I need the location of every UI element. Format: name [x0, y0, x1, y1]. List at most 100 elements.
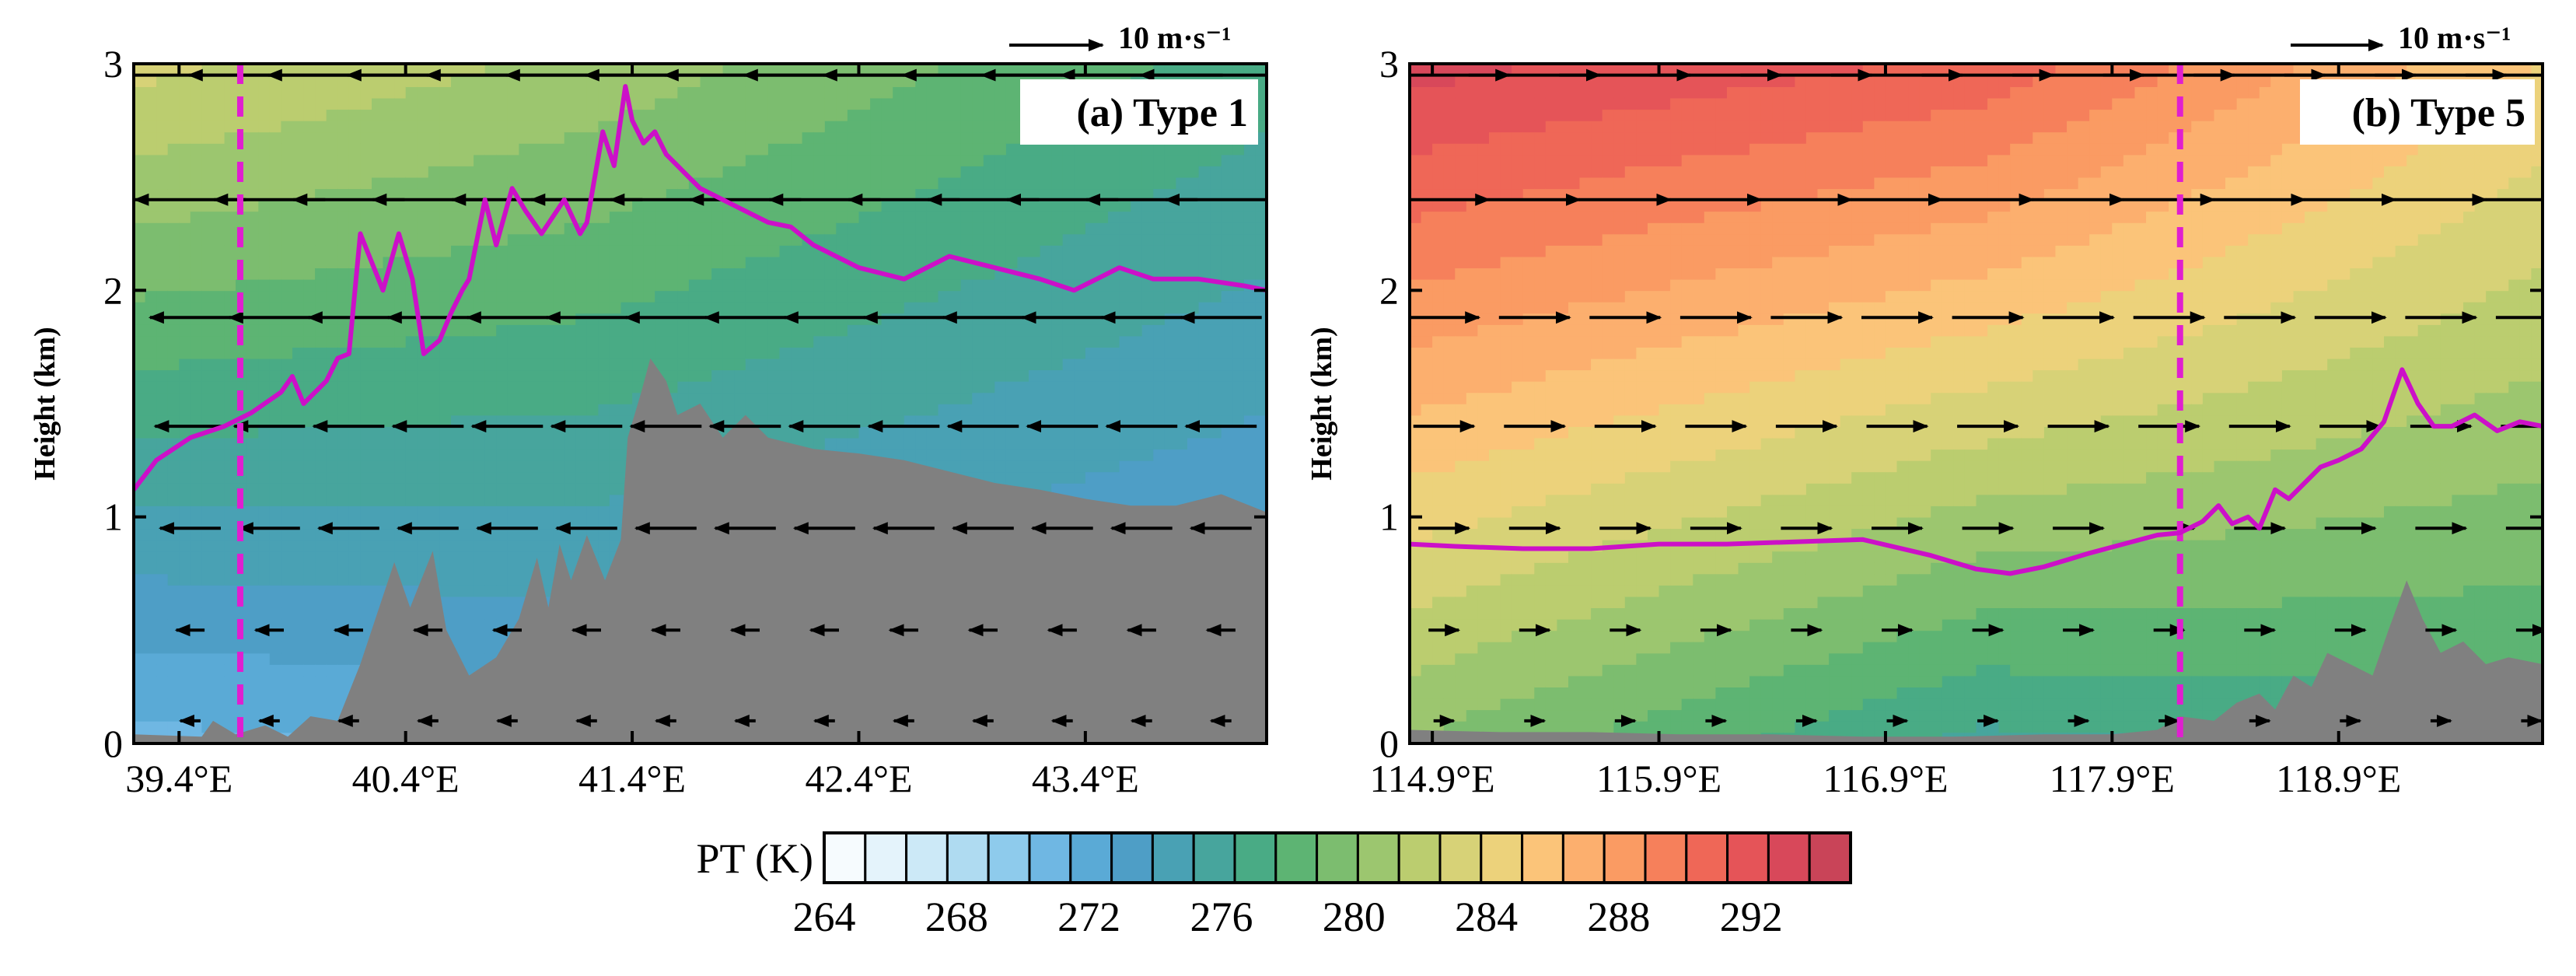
- pt-cell: [496, 86, 509, 99]
- pt-cell: [960, 166, 973, 178]
- pt-cell: [145, 131, 157, 144]
- pt-cell: [451, 86, 463, 99]
- pt-cell: [439, 585, 452, 597]
- pt-cell: [519, 64, 531, 76]
- pt-cell: [258, 641, 271, 654]
- pt-cell: [484, 585, 498, 597]
- pt-cell: [632, 177, 645, 190]
- pt-cell: [190, 369, 203, 382]
- pt-cell: [858, 120, 871, 133]
- pt-cell: [439, 573, 452, 586]
- pt-cell: [1017, 404, 1029, 416]
- pt-cell: [167, 109, 180, 121]
- pt-cell: [564, 222, 577, 235]
- pt-cell: [337, 596, 350, 608]
- pt-cell: [881, 426, 893, 439]
- pt-cell: [428, 143, 441, 156]
- pt-cell: [224, 268, 236, 280]
- pt-cell: [870, 222, 883, 235]
- pt-cell: [451, 618, 463, 631]
- pt-cell: [960, 177, 973, 190]
- pt-cell: [643, 86, 655, 99]
- pt-cell: [213, 607, 225, 620]
- pt-cell: [564, 449, 577, 461]
- pt-cell: [201, 539, 214, 552]
- pt-cell: [394, 143, 407, 156]
- pt-cell: [134, 313, 146, 325]
- pt-cell: [484, 301, 498, 314]
- pt-cell: [983, 426, 996, 439]
- pt-cell: [134, 404, 146, 416]
- pt-cell: [348, 449, 362, 461]
- pt-cell: [405, 86, 418, 99]
- pt-cell: [507, 109, 520, 121]
- pt-cell: [915, 380, 928, 394]
- pt-cell: [292, 528, 305, 540]
- pt-cell: [643, 301, 655, 314]
- pt-cell: [802, 369, 814, 382]
- pt-cell: [439, 380, 452, 394]
- pt-cell: [722, 222, 735, 235]
- pt-cell: [881, 64, 893, 76]
- pt-cell: [836, 199, 848, 212]
- pt-cell: [417, 471, 429, 484]
- pt-cell: [213, 516, 225, 530]
- pt-cell: [507, 369, 520, 382]
- pt-cell: [870, 335, 883, 348]
- pt-cell: [541, 449, 554, 461]
- pt-cell: [904, 154, 917, 166]
- pt-cell: [926, 245, 939, 257]
- pt-cell: [960, 392, 973, 404]
- pt-cell: [507, 561, 520, 575]
- pt-cell: [643, 109, 655, 121]
- pt-cell: [428, 166, 441, 178]
- pt-cell: [179, 561, 191, 575]
- pt-cell: [575, 199, 588, 212]
- pt-cell: [519, 437, 531, 450]
- pt-cell: [383, 109, 395, 121]
- pt-cell: [326, 630, 339, 642]
- pt-cell: [734, 109, 746, 121]
- pt-cell: [269, 426, 282, 439]
- pt-cell: [507, 86, 520, 99]
- pt-cell: [541, 199, 554, 212]
- pt-cell: [360, 585, 372, 597]
- pt-cell: [281, 618, 293, 631]
- pt-cell: [586, 426, 599, 439]
- pt-cell: [779, 290, 792, 303]
- pt-cell: [451, 369, 463, 382]
- pt-cell: [767, 256, 781, 268]
- pt-cell: [462, 539, 474, 552]
- pt-cell: [258, 539, 271, 552]
- pt-cell: [213, 528, 225, 540]
- pt-cell: [348, 75, 362, 87]
- pt-cell: [156, 551, 169, 563]
- pt-cell: [1051, 268, 1064, 280]
- pt-cell: [575, 268, 588, 280]
- pt-cell: [1062, 256, 1075, 268]
- pt-cell: [938, 222, 950, 235]
- pt-cell: [383, 551, 395, 563]
- pt-cell: [1005, 449, 1019, 461]
- pt-cell: [179, 380, 191, 394]
- pt-cell: [451, 154, 463, 166]
- pt-cell: [292, 120, 305, 133]
- pt-cell: [598, 290, 610, 303]
- pt-cell: [881, 97, 893, 110]
- pt-cell: [983, 86, 996, 99]
- pt-cell: [983, 143, 996, 156]
- pt-cell: [428, 97, 441, 110]
- pt-cell: [190, 166, 203, 178]
- pt-cell: [575, 154, 588, 166]
- pt-cell: [258, 86, 271, 99]
- pt-cell: [269, 324, 282, 337]
- pt-cell: [201, 392, 214, 404]
- pt-cell: [1040, 211, 1052, 223]
- pt-cell: [326, 652, 339, 665]
- pt-cell: [439, 358, 452, 371]
- pt-cell: [609, 109, 622, 121]
- pt-cell: [620, 290, 633, 303]
- pt-cell: [258, 561, 271, 575]
- pt-cell: [326, 483, 339, 495]
- pt-cell: [519, 573, 531, 586]
